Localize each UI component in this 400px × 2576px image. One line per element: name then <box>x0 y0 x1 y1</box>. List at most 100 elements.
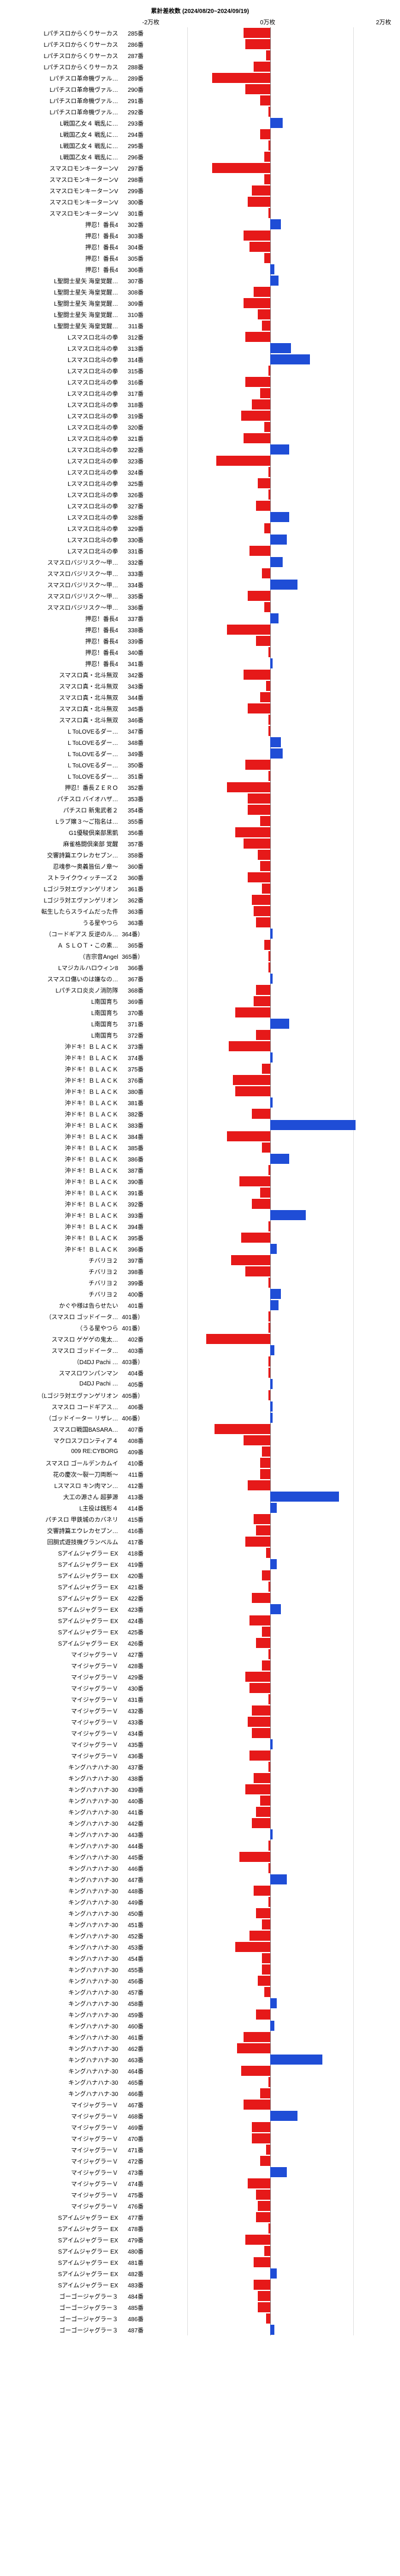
table-row: スマスロバジリスク〜甲…336番 <box>6 601 394 613</box>
bar <box>248 703 271 713</box>
table-row: （うる星やつら401番） <box>6 1322 394 1333</box>
bar <box>252 185 271 196</box>
table-row: L戦国乙女４ 戦乱に…295番 <box>6 140 394 151</box>
table-row: キングハナハナ-30440番 <box>6 1795 394 1806</box>
bar-area <box>146 95 394 106</box>
bar <box>256 2009 271 2020</box>
bar-area <box>146 1671 394 1682</box>
bar-area <box>146 309 394 320</box>
row-number: 437番 <box>120 1762 146 1771</box>
bar <box>268 208 271 218</box>
bar <box>268 140 271 151</box>
row-label: キングハナハナ-30 <box>6 1852 120 1861</box>
bar-area <box>146 365 394 376</box>
bar-area <box>146 1660 394 1671</box>
row-number: 376番 <box>120 1076 146 1084</box>
bar <box>252 1705 271 1716</box>
row-number: 426番 <box>120 1639 146 1647</box>
row-number: 345番 <box>120 704 146 713</box>
bar <box>260 388 271 398</box>
row-label: L聖闘士星矢 海皇覚醒… <box>6 287 120 296</box>
row-label: Sアイムジャグラー EX <box>6 1605 120 1614</box>
table-row: Lスマスロ北斗の拳321番 <box>6 433 394 444</box>
bar <box>262 1627 270 1637</box>
row-label: L ToLOVEるダー… <box>6 727 120 735</box>
row-number: 360番 <box>120 862 146 871</box>
row-number: 390番 <box>120 1177 146 1186</box>
table-row: マイジャグラーＶ430番 <box>6 1682 394 1694</box>
table-row: L南国育ち369番 <box>6 996 394 1007</box>
table-row: Sアイムジャグラー EX426番 <box>6 1637 394 1649</box>
table-row: スマスロバジリスク〜甲…333番 <box>6 568 394 579</box>
bar-area <box>146 1367 394 1378</box>
bar <box>244 1435 271 1445</box>
row-label: キングハナハナ-30 <box>6 2055 120 2064</box>
table-row: Lスマスロ北斗の拳313番 <box>6 343 394 354</box>
table-row: 沖ドキ！ＢＬＡＣＫ380番 <box>6 1086 394 1097</box>
bar <box>248 1717 271 1727</box>
table-row: スマスロ傷いのは嫌なの…367番 <box>6 973 394 984</box>
row-number: 382番 <box>120 1109 146 1118</box>
bar <box>268 1165 271 1175</box>
row-number: 406番 <box>120 1402 146 1411</box>
row-number: 364番） <box>120 929 146 938</box>
row-label: 押忍！番長4 <box>6 614 120 623</box>
table-row: マイジャグラーＶ429番 <box>6 1671 394 1682</box>
row-label: L南国育ち <box>6 1031 120 1039</box>
table-row: L聖闘士星矢 海皇覚醒…309番 <box>6 297 394 309</box>
row-label: マイジャグラーＶ <box>6 1650 120 1659</box>
bar <box>270 535 287 545</box>
bar-area <box>146 1480 394 1491</box>
bar-area <box>146 1345 394 1356</box>
row-label: ゴーゴージャグラー３ <box>6 2303 120 2312</box>
bar <box>206 1334 271 1344</box>
table-row: キングハナハナ-30460番 <box>6 2020 394 2031</box>
bar-area <box>146 444 394 455</box>
bar-area <box>146 579 394 590</box>
table-row: マイジャグラーＶ470番 <box>6 2133 394 2144</box>
row-label: Lスマスロ北斗の拳 <box>6 535 120 544</box>
row-label: スマスロモンキーターンV <box>6 209 120 217</box>
bar-area <box>146 1604 394 1615</box>
row-number: 427番 <box>120 1650 146 1659</box>
bar <box>268 107 271 117</box>
row-number: 372番 <box>120 1031 146 1039</box>
table-row: Sアイムジャグラー EX483番 <box>6 2279 394 2290</box>
table-row: Lスマスロ北斗の拳316番 <box>6 376 394 388</box>
bar-area <box>146 27 394 39</box>
row-number: 363番 <box>120 907 146 916</box>
table-row: 押忍！番長4340番 <box>6 647 394 658</box>
bar-area <box>146 1446 394 1457</box>
row-number: 451番 <box>120 1920 146 1929</box>
table-row: マイジャグラーＶ434番 <box>6 1727 394 1739</box>
row-number: 474番 <box>120 2179 146 2188</box>
bar-area <box>146 376 394 388</box>
bar <box>260 1796 271 1806</box>
bar-area <box>146 1986 394 1998</box>
bar-area <box>146 568 394 579</box>
table-row: L南国育ち370番 <box>6 1007 394 1018</box>
bar <box>260 129 271 139</box>
table-row: Lスマスロ北斗の拳330番 <box>6 534 394 545</box>
bar-area <box>146 1176 394 1187</box>
row-label: 沖ドキ！ＢＬＡＣＫ <box>6 1233 120 1242</box>
row-label: Lパチスロからくりサーカス <box>6 62 120 71</box>
bar <box>258 850 270 860</box>
bar-area <box>146 1108 394 1119</box>
bar <box>262 1919 270 1929</box>
bar <box>268 1762 271 1772</box>
row-label: 沖ドキ！ＢＬＡＣＫ <box>6 1053 120 1062</box>
table-row: （D4DJ Pachi …403番） <box>6 1356 394 1367</box>
bar <box>244 28 271 38</box>
table-row: 押忍！番長4341番 <box>6 658 394 669</box>
bar-area <box>146 1964 394 1975</box>
row-number: 394番 <box>120 1222 146 1231</box>
row-number: 317番 <box>120 389 146 398</box>
row-label: D4DJ Pachi … <box>6 1381 120 1387</box>
row-label: マイジャグラーＶ <box>6 2145 120 2154</box>
bar <box>258 478 270 488</box>
row-label: マイジャグラーＶ <box>6 2156 120 2165</box>
row-number: 431番 <box>120 1695 146 1704</box>
row-number: 412番 <box>120 1481 146 1490</box>
table-row: キングハナハナ-30444番 <box>6 1840 394 1851</box>
